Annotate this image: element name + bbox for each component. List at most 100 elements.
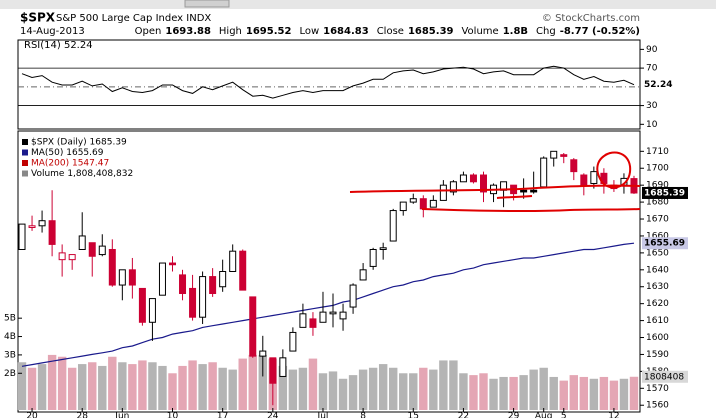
candle-body xyxy=(359,269,367,281)
candle-body xyxy=(88,242,96,257)
x-tick-label: 22 xyxy=(458,412,469,418)
candle-body xyxy=(98,245,106,256)
toolbar-button[interactable] xyxy=(184,0,230,8)
volume-last-label: 1808408 xyxy=(644,372,684,382)
volume-bar xyxy=(88,362,97,410)
last-value-label: 1655.69 xyxy=(644,239,685,249)
volume-bar xyxy=(358,369,368,410)
candle-body xyxy=(319,311,327,323)
volume-bar xyxy=(419,367,428,410)
candle-body xyxy=(229,250,237,273)
rsi-label: RSI(14) 52.24 xyxy=(24,40,93,51)
volume-bar xyxy=(459,373,468,410)
volume-bar xyxy=(619,378,629,410)
candle-body xyxy=(118,269,126,286)
volume-bar xyxy=(569,375,579,410)
volume-bar xyxy=(348,375,358,410)
candle-body xyxy=(28,225,36,228)
toolbar-strip xyxy=(0,0,716,9)
candle-body xyxy=(219,271,227,288)
volume-bar xyxy=(429,369,438,410)
y-tick-label: 1610 xyxy=(646,316,669,326)
volume-bar xyxy=(489,378,498,410)
candle-body xyxy=(48,220,56,245)
candle-body xyxy=(339,311,347,320)
volume-bar xyxy=(378,364,388,410)
volume-bar xyxy=(449,360,458,410)
legend-swatch xyxy=(22,170,28,177)
last-value-box xyxy=(642,78,688,91)
candle-body xyxy=(18,223,26,250)
volume-bar xyxy=(399,373,408,410)
candle-body xyxy=(540,157,548,188)
stat-label: Close xyxy=(377,26,404,37)
legend-swatch xyxy=(22,160,28,166)
volume-bar xyxy=(148,362,157,410)
volume-bar xyxy=(278,365,288,410)
candle-body xyxy=(259,350,267,357)
stat-label: Volume xyxy=(461,26,498,37)
volume-bar xyxy=(589,378,599,410)
volume-bar xyxy=(188,360,197,410)
candle-body xyxy=(209,276,217,295)
legend-swatch xyxy=(22,149,28,156)
x-tick-label: 10 xyxy=(167,412,179,418)
volume-bar xyxy=(328,371,338,410)
volume-bar xyxy=(198,364,207,410)
volume-tick-label: 3B xyxy=(4,350,16,360)
x-tick-label: 24 xyxy=(267,412,279,418)
volume-tick-label: 4B xyxy=(4,332,16,342)
volume-bar xyxy=(609,380,619,410)
candle-body xyxy=(138,287,146,323)
price-panel xyxy=(17,130,641,413)
volume-bar xyxy=(178,365,187,410)
y-tick-label: 1650 xyxy=(646,248,669,258)
copyright: © StockCharts.com xyxy=(542,13,640,24)
y-tick-label: 1620 xyxy=(646,299,669,309)
volume-bar xyxy=(138,360,147,410)
candle-body xyxy=(239,250,247,291)
candle-body xyxy=(58,252,66,261)
stat-value: -8.77 (-0.52%) xyxy=(560,26,640,37)
stats: Open 1693.88 High 1695.52 Low 1684.83 Close 168… xyxy=(135,26,640,37)
volume-bar xyxy=(539,367,548,410)
rsi-panel xyxy=(17,39,641,130)
rsi-tick-label: 90 xyxy=(646,45,658,55)
candle-body xyxy=(189,287,197,318)
volume-bar xyxy=(98,365,107,410)
candle-body xyxy=(289,331,297,352)
volume-bar xyxy=(67,367,77,410)
candle-body xyxy=(38,220,46,227)
candle-body xyxy=(168,262,176,266)
stat-label: High xyxy=(219,26,242,37)
y-tick-label: 1570 xyxy=(646,384,669,394)
legend-entry: MA(50) 1655.69 xyxy=(31,148,104,158)
volume-bar xyxy=(258,354,268,410)
legend-entry: $SPX (Daily) 1685.39 xyxy=(31,138,127,148)
y-tick-label: 1670 xyxy=(646,215,669,225)
candle-body xyxy=(68,254,76,261)
volume-bar xyxy=(318,373,328,410)
candle-body xyxy=(429,199,437,208)
candle-body xyxy=(580,174,588,186)
volume-bar xyxy=(118,362,127,410)
stat-value: 1685.39 xyxy=(408,26,454,37)
candle-body xyxy=(550,150,558,159)
annotation-line xyxy=(421,208,641,213)
volume-bar xyxy=(57,356,67,410)
volume-bar xyxy=(158,365,167,410)
volume-bar xyxy=(228,369,237,410)
y-tick-label: 1630 xyxy=(646,282,669,292)
volume-bar xyxy=(599,376,609,410)
candle-body xyxy=(279,357,287,377)
candle-body xyxy=(349,284,357,308)
candle-body xyxy=(158,262,166,296)
volume-bar xyxy=(108,356,117,410)
volume-bar xyxy=(37,364,47,410)
volume-tick-label: 2B xyxy=(4,369,16,379)
rsi-tick-label: 70 xyxy=(646,64,658,74)
volume-bar xyxy=(409,373,418,410)
candle-body xyxy=(309,318,317,328)
x-tick-label: Jul xyxy=(317,412,329,418)
y-tick-label: 1640 xyxy=(646,265,669,275)
